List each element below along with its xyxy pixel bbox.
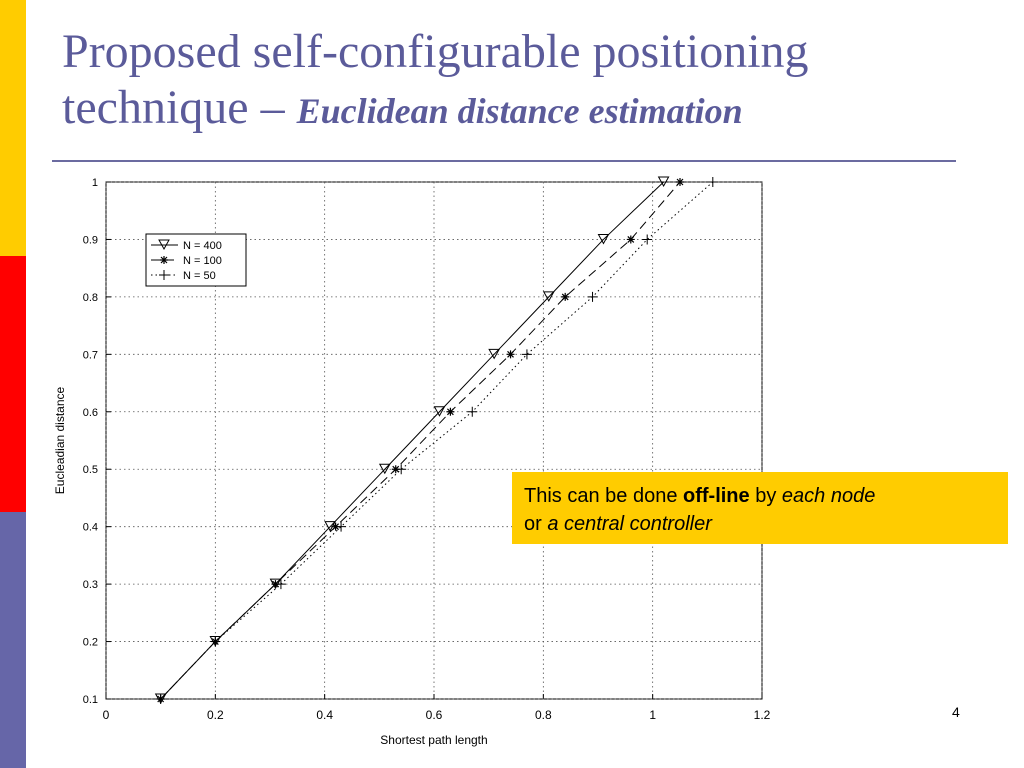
data-point <box>271 580 280 589</box>
x-tick-label: 0 <box>103 708 110 722</box>
x-axis-label: Shortest path length <box>380 733 487 747</box>
title-subtitle: Euclidean distance estimation <box>296 91 743 131</box>
data-point <box>488 348 500 360</box>
title-main: Proposed self-configurable positioning t… <box>62 25 809 134</box>
legend-label-0: N = 400 <box>183 240 222 252</box>
data-point <box>336 521 347 532</box>
title-divider <box>52 160 956 162</box>
y-tick-label: 0.9 <box>83 234 98 246</box>
data-point <box>676 178 684 186</box>
chart: 0 0.2 0.4 0.6 0.8 1 1.2 0.1 0.2 0.3 0.4 0.5 0.6 0.7 0.… <box>53 176 771 747</box>
y-axis-label: Eucleadian distance <box>53 386 67 494</box>
legend-marker-2 <box>159 270 169 280</box>
data-point <box>467 406 478 417</box>
data-point <box>542 291 555 302</box>
legend-label-1: N = 100 <box>183 255 222 267</box>
y-tick-label: 0.7 <box>83 349 98 361</box>
callout-each-node: each node <box>781 485 876 507</box>
x-tick-label: 1.2 <box>754 708 771 722</box>
x-tick-label: 0.6 <box>426 708 443 722</box>
callout-text-3: or <box>524 513 548 535</box>
callout-box: This can be done off-line by each node or… <box>512 472 1008 544</box>
x-tick-label: 1 <box>649 708 656 722</box>
accent-bar-red <box>0 256 26 512</box>
data-point <box>391 465 400 474</box>
x-tick-label: 0.2 <box>207 708 224 722</box>
title-dash: – <box>248 81 297 134</box>
legend-label-2: N = 50 <box>183 270 216 282</box>
data-point <box>561 292 570 301</box>
page-number: 4 <box>952 704 960 720</box>
data-point <box>155 694 166 704</box>
data-point <box>331 522 340 531</box>
x-tick-label: 0.8 <box>535 708 552 722</box>
y-tick-label: 0.1 <box>83 694 98 706</box>
y-tick-label: 0.2 <box>83 637 98 649</box>
data-point <box>626 235 635 244</box>
y-tick-label: 1 <box>92 177 98 189</box>
data-point <box>642 234 653 245</box>
slide-title: Proposed self-configurable positioning t… <box>62 24 1002 139</box>
data-point <box>433 406 446 417</box>
accent-bar-yellow <box>0 0 26 256</box>
y-tick-label: 0.3 <box>83 579 98 591</box>
callout-text-2: by <box>749 485 782 507</box>
data-point <box>521 349 532 360</box>
data-point <box>396 464 407 475</box>
series-line-1 <box>160 181 681 700</box>
accent-bar-blue <box>0 512 26 768</box>
data-point <box>707 177 718 187</box>
data-point <box>506 350 515 359</box>
callout-text-1: This can be done <box>524 485 683 507</box>
data-point <box>378 463 391 475</box>
y-tick-label: 0.8 <box>83 292 98 304</box>
callout-offline: off-line <box>683 485 750 507</box>
data-point <box>275 579 286 590</box>
legend-marker-1 <box>160 256 168 264</box>
y-tick-label: 0.6 <box>83 407 98 419</box>
data-point <box>587 291 598 302</box>
x-tick-label: 0.4 <box>316 708 333 722</box>
data-point <box>446 407 455 416</box>
y-tick-label: 0.5 <box>83 464 98 476</box>
data-point <box>210 636 221 647</box>
series-line-2 <box>160 181 714 700</box>
y-tick-label: 0.4 <box>83 522 98 534</box>
legend-marker-0 <box>158 239 170 251</box>
data-point <box>657 176 670 188</box>
callout-central-controller: a central controller <box>547 513 712 535</box>
data-point <box>597 233 610 245</box>
